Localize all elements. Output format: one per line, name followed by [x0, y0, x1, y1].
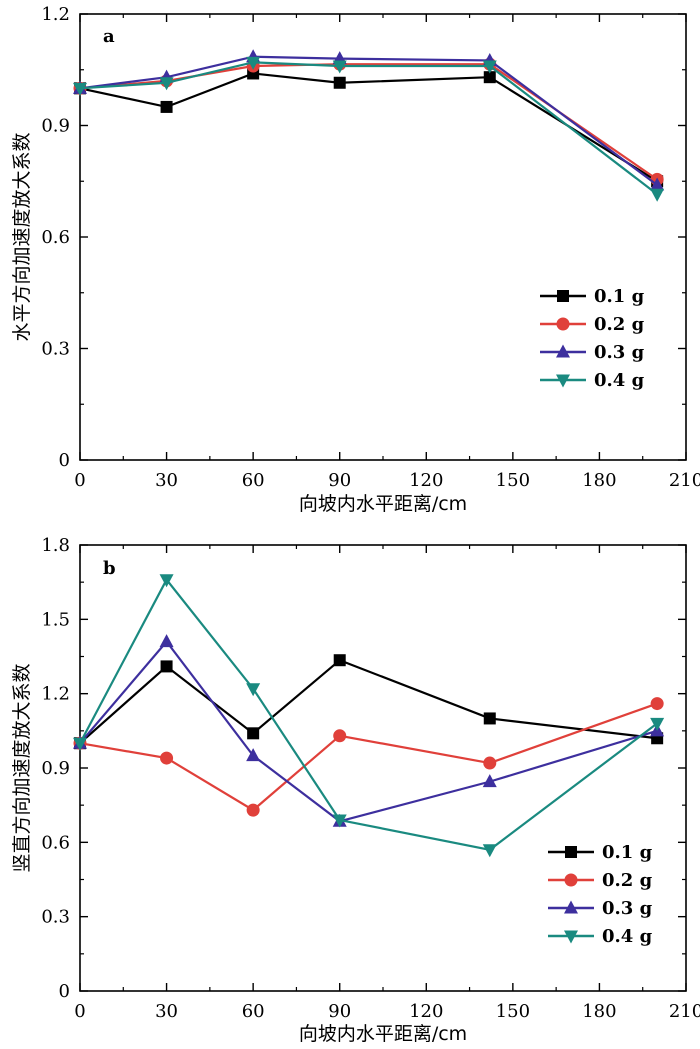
y-tick-label: 0	[59, 981, 70, 1002]
y-tick-label: 1.5	[41, 609, 70, 630]
data-point	[650, 188, 665, 202]
chart-panel-a: 0 30 60 90 120 150 180 210 0 0.3 0.6 0.9 1.2 向坡内水平距离/…	[11, 4, 700, 515]
series-0.3g	[73, 634, 665, 827]
series-line	[79, 61, 658, 196]
data-point	[482, 844, 497, 858]
x-tick-label: 180	[582, 1001, 616, 1022]
data-point	[159, 574, 174, 588]
data-point	[159, 77, 174, 91]
x-tick-label: 0	[74, 470, 85, 491]
data-point	[650, 177, 665, 191]
data-point	[333, 729, 347, 743]
legend-marker	[556, 374, 570, 388]
legend: 0.1 g 0.2 g 0.3 g 0.4 g	[548, 842, 653, 947]
y-tick-label: 0	[59, 450, 70, 471]
y-axis-title: 水平方向加速度放大系数	[11, 132, 33, 341]
data-point	[650, 717, 665, 731]
legend-marker	[565, 846, 577, 858]
series-0.3g	[73, 49, 665, 191]
data-point	[159, 634, 174, 648]
x-tick-label: 0	[74, 1001, 85, 1022]
series-0.4g	[73, 574, 665, 858]
legend-marker	[564, 900, 578, 914]
x-tick-label: 120	[409, 1001, 443, 1022]
x-tick-label: 210	[669, 1001, 700, 1022]
x-tick-label: 180	[582, 470, 616, 491]
series-0.1g	[74, 654, 664, 750]
chart-panel-b: 0 30 60 90 120 150 180 210 0 0.3 0.6 0.9 1.2 1.5 1.8 向坡…	[11, 535, 700, 1045]
y-tick-label: 0.3	[41, 339, 70, 360]
data-point	[332, 814, 347, 828]
legend-label: 0.3 g	[602, 898, 653, 919]
series-line	[79, 55, 658, 186]
x-tick-label: 210	[669, 470, 700, 491]
series-line	[79, 658, 658, 745]
series-line	[79, 72, 658, 183]
y-tick-label: 1.8	[41, 535, 70, 556]
y-tick-label: 1.2	[41, 684, 70, 705]
legend-label: 0.3 g	[594, 342, 645, 363]
data-point	[160, 751, 174, 765]
plot-frame	[79, 544, 687, 992]
data-point	[160, 100, 173, 113]
x-tick-label: 60	[242, 470, 265, 491]
data-point	[483, 712, 496, 725]
data-point	[482, 60, 497, 74]
data-point	[650, 697, 664, 711]
legend-label: 0.4 g	[602, 926, 653, 947]
x-axis-title: 向坡内水平距离/cm	[299, 493, 467, 515]
x-tick-label: 120	[409, 470, 443, 491]
series-line	[79, 702, 658, 812]
x-tick-label: 90	[328, 1001, 351, 1022]
y-tick-label: 0.6	[41, 832, 70, 853]
panel-label: a	[103, 26, 115, 47]
y-tick-label: 0.6	[41, 227, 70, 248]
x-tick-label: 30	[155, 470, 178, 491]
data-point	[333, 654, 346, 667]
data-point	[247, 727, 260, 740]
legend-label: 0.2 g	[594, 314, 645, 335]
y-tick-label: 0.9	[41, 116, 70, 137]
data-point	[332, 60, 347, 74]
data-point	[333, 76, 346, 89]
legend: 0.1 g 0.2 g 0.3 g 0.4 g	[540, 286, 645, 391]
data-point	[160, 660, 173, 673]
data-point	[246, 803, 260, 817]
y-tick-label: 1.2	[41, 4, 70, 25]
data-point	[73, 737, 87, 751]
legend-marker	[564, 930, 578, 944]
x-tick-label: 60	[242, 1001, 265, 1022]
x-tick-label: 30	[155, 1001, 178, 1022]
x-axis-title: 向坡内水平距离/cm	[299, 1023, 467, 1045]
y-axis-title: 竖直方向加速度放大系数	[11, 663, 33, 872]
x-tick-label: 150	[496, 470, 530, 491]
data-point	[246, 748, 261, 762]
series-0.4g	[73, 56, 665, 202]
data-point	[483, 71, 496, 84]
data-point	[73, 82, 87, 96]
legend-label: 0.1 g	[602, 842, 653, 863]
data-point	[246, 56, 261, 70]
data-point	[483, 756, 497, 770]
y-tick-label: 0.9	[41, 758, 70, 779]
x-tick-label: 150	[496, 1001, 530, 1022]
panel-label: b	[103, 558, 116, 579]
legend-label: 0.1 g	[594, 286, 645, 307]
legend-marker	[557, 290, 569, 302]
legend-marker	[556, 344, 570, 358]
series-line	[79, 639, 658, 823]
legend-marker	[556, 317, 570, 331]
y-tick-label: 0.3	[41, 907, 70, 928]
legend-marker	[564, 873, 578, 887]
legend-label: 0.2 g	[602, 870, 653, 891]
legend-label: 0.4 g	[594, 370, 645, 391]
series-line	[79, 577, 658, 851]
data-point	[482, 774, 497, 788]
data-point	[246, 683, 261, 697]
x-tick-label: 90	[328, 470, 351, 491]
